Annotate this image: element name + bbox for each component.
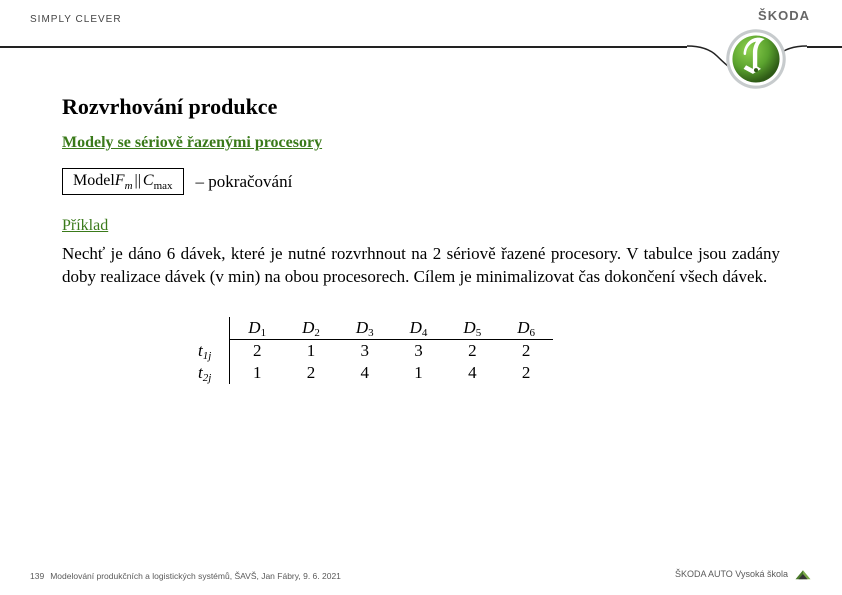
body-text: Nechť je dáno 6 dávek, které je nutné ro… xyxy=(62,243,780,289)
model-continuation: – pokračování xyxy=(196,172,293,192)
skoda-logo-icon xyxy=(725,28,787,90)
table-cell: 1 xyxy=(284,339,338,362)
table-cell: 2 xyxy=(499,362,553,384)
table-row-header: t2j xyxy=(192,362,230,384)
table-col-header: D6 xyxy=(499,317,553,340)
content-area: Rozvrhování produkce Modely se sériově ř… xyxy=(62,94,780,384)
table-cell: 1 xyxy=(230,362,284,384)
model-prefix: Model xyxy=(73,172,115,190)
slide-page: SIMPLY CLEVER ŠKODA Rozvrhování produkce… xyxy=(0,0,842,595)
model-max: max xyxy=(154,180,173,192)
page-title: Rozvrhování produkce xyxy=(62,94,780,120)
table-cell: 3 xyxy=(338,339,392,362)
data-table: D1D2D3D4D5D6 t1j213322t2j124142 xyxy=(192,317,553,384)
footer-text: Modelování produkčních a logistických sy… xyxy=(50,571,341,581)
table-cell: 2 xyxy=(499,339,553,362)
table-row: t1j213322 xyxy=(192,339,553,362)
footer: 139 Modelování produkčních a logistickýc… xyxy=(30,567,812,581)
savs-logo-icon xyxy=(794,567,812,581)
table-row-header: t1j xyxy=(192,339,230,362)
table-cell: 3 xyxy=(392,339,446,362)
footer-left: 139 Modelování produkčních a logistickýc… xyxy=(30,571,341,581)
table-cell: 4 xyxy=(338,362,392,384)
tagline: SIMPLY CLEVER xyxy=(30,14,122,25)
section-subtitle: Modely se sériově řazenými procesory xyxy=(62,134,780,152)
table-cell: 1 xyxy=(392,362,446,384)
model-C: C xyxy=(143,172,154,190)
brand-area: ŠKODA xyxy=(758,8,810,23)
footer-right: ŠKODA AUTO Vysoká škola xyxy=(675,567,812,581)
table-corner xyxy=(192,317,230,340)
table-col-header: D4 xyxy=(392,317,446,340)
table-col-header: D5 xyxy=(445,317,499,340)
footer-right-text: ŠKODA AUTO Vysoká škola xyxy=(675,569,788,579)
model-row: Model F m || C max – pokračování xyxy=(62,168,780,195)
table-row: t2j124142 xyxy=(192,362,553,384)
model-box: Model F m || C max xyxy=(62,168,184,195)
table-col-header: D2 xyxy=(284,317,338,340)
table-cell: 2 xyxy=(284,362,338,384)
table-cell: 2 xyxy=(230,339,284,362)
table-col-header: D1 xyxy=(230,317,284,340)
model-bars: || xyxy=(133,172,143,190)
table-header-row: D1D2D3D4D5D6 xyxy=(192,317,553,340)
table-cell: 2 xyxy=(445,339,499,362)
model-m: m xyxy=(125,180,133,192)
brand-text: ŠKODA xyxy=(758,8,810,23)
table-col-header: D3 xyxy=(338,317,392,340)
page-number: 139 xyxy=(30,571,44,581)
example-label: Příklad xyxy=(62,217,780,235)
table-cell: 4 xyxy=(445,362,499,384)
model-F: F xyxy=(115,172,125,190)
